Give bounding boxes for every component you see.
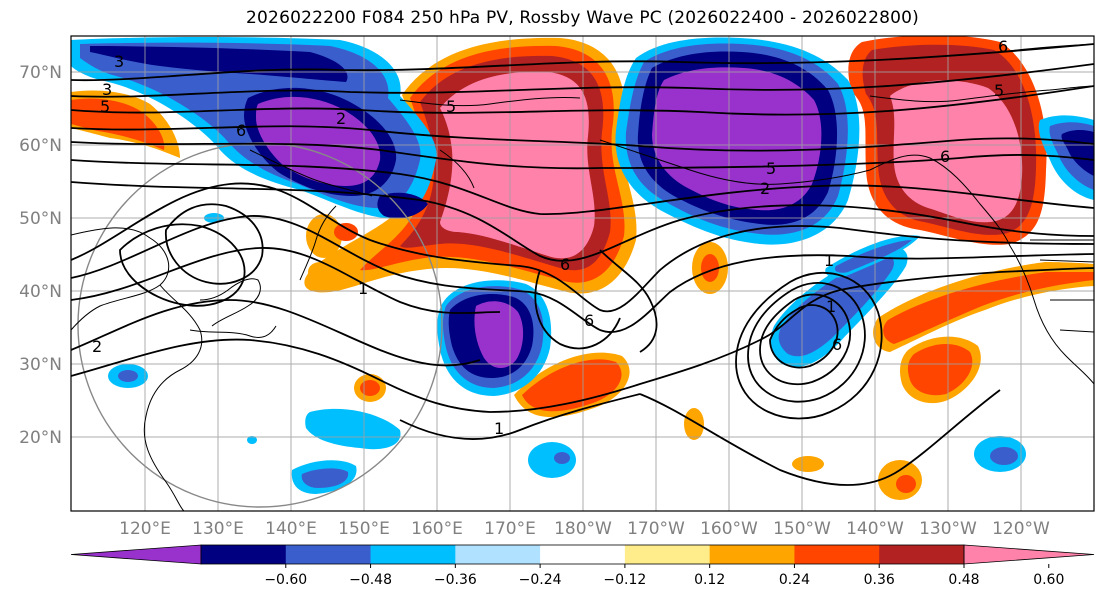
lon-label: 130°E xyxy=(192,519,244,539)
positive-anomaly-east-pacific xyxy=(873,262,1094,404)
colorbar-tick-label: 0.48 xyxy=(948,572,979,588)
colorbar-extend-low xyxy=(70,544,202,565)
colorbar-tick-label: 0.12 xyxy=(694,572,725,588)
coastlines xyxy=(71,43,1094,511)
colorbar-segment xyxy=(201,545,287,564)
lon-label: 130°W xyxy=(919,519,977,539)
lon-label: 140°W xyxy=(846,519,904,539)
negative-anomaly-northwest xyxy=(71,37,437,219)
colorbar-tick-label: 0.60 xyxy=(1033,572,1064,588)
colorbar-tick-label: −0.60 xyxy=(264,572,307,588)
latitude-labels: 70°N 60°N 50°N 40°N 30°N 20°N xyxy=(19,63,62,448)
lon-label: 140°E xyxy=(265,519,317,539)
negative-anomaly-east-cutoff xyxy=(770,246,908,368)
contour-label: 2 xyxy=(760,179,770,198)
contour-label: 2 xyxy=(92,337,102,356)
contour-label: 5 xyxy=(994,81,1004,100)
pv-contours xyxy=(71,43,1094,486)
lon-label: 160°E xyxy=(411,519,463,539)
lon-label: 120°W xyxy=(992,519,1050,539)
contour-labels: 3 3 5 5 6 2 2 1 1 6 6 2 5 1 6 1 6 6 5 xyxy=(92,37,1008,438)
contour-label: 1 xyxy=(494,419,504,438)
contour-label: 5 xyxy=(766,159,776,178)
lon-label: 180°W xyxy=(554,519,612,539)
colorbar-tick-label: −0.12 xyxy=(603,572,646,588)
colorbar-segment xyxy=(455,545,541,564)
contour-label: 5 xyxy=(100,97,110,116)
lon-label: 150°W xyxy=(773,519,831,539)
figure-title: 2026022200 F084 250 hPa PV, Rossby Wave … xyxy=(246,8,919,28)
map-frame xyxy=(70,35,1095,512)
lat-label: 20°N xyxy=(19,428,62,448)
colorbar: −0.60 −0.48 −0.36 −0.24 −0.12 0.12 0.24 0.36 0.4… xyxy=(70,544,1095,588)
colorbar-tick-label: −0.36 xyxy=(434,572,477,588)
lon-label: 150°E xyxy=(338,519,390,539)
colorbar-segment xyxy=(370,545,456,564)
positive-anomaly-subtropical xyxy=(514,352,630,418)
colorbar-tick-label: −0.24 xyxy=(519,572,562,588)
colorbar-segment xyxy=(540,545,626,564)
lat-label: 70°N xyxy=(19,63,62,83)
contour-label: 1 xyxy=(358,279,368,298)
contour-label: 2 xyxy=(336,109,346,128)
colorbar-segment xyxy=(879,545,965,564)
map-area: 3 3 5 5 6 2 2 1 1 6 6 2 5 1 6 1 6 6 5 xyxy=(71,36,1094,511)
contour-label: 6 xyxy=(560,255,570,274)
lat-label: 50°N xyxy=(19,209,62,229)
contour-label: 6 xyxy=(940,147,950,166)
lon-label: 160°W xyxy=(700,519,758,539)
contour-label: 3 xyxy=(114,52,124,71)
longitude-labels: 120°E 130°E 140°E 150°E 160°E 170°E 180°… xyxy=(119,519,1050,539)
colorbar-segment xyxy=(624,545,711,564)
lon-label: 170°E xyxy=(484,519,536,539)
colorbar-tick-label: 0.24 xyxy=(779,572,810,588)
colorbar-segment xyxy=(285,545,372,564)
colorbar-segment xyxy=(794,545,880,564)
positive-anomaly-small-blobs xyxy=(306,214,922,500)
negative-anomaly-central xyxy=(437,280,552,396)
map-gridlines xyxy=(71,36,1094,511)
contour-label: 1 xyxy=(826,297,836,316)
contour-label: 5 xyxy=(446,97,456,116)
colorbar-tick-label: −0.48 xyxy=(349,572,392,588)
lon-label: 120°E xyxy=(119,519,171,539)
colorbar-extend-high xyxy=(963,544,1095,565)
lat-label: 60°N xyxy=(19,136,62,156)
contour-label: 3 xyxy=(102,80,112,99)
contour-label: 6 xyxy=(236,121,246,140)
contour-label: 6 xyxy=(832,335,842,354)
colorbar-frame xyxy=(200,544,965,565)
colorbar-segment xyxy=(709,545,795,564)
contour-label: 6 xyxy=(998,37,1008,56)
lon-label: 170°W xyxy=(627,519,685,539)
colorbar-tick-label: 0.36 xyxy=(864,572,895,588)
contour-label: 6 xyxy=(584,311,594,330)
lat-label: 40°N xyxy=(19,282,62,302)
lat-label: 30°N xyxy=(19,355,62,375)
contour-label: 1 xyxy=(824,251,834,270)
negative-anomaly-small-blobs xyxy=(108,213,1026,494)
